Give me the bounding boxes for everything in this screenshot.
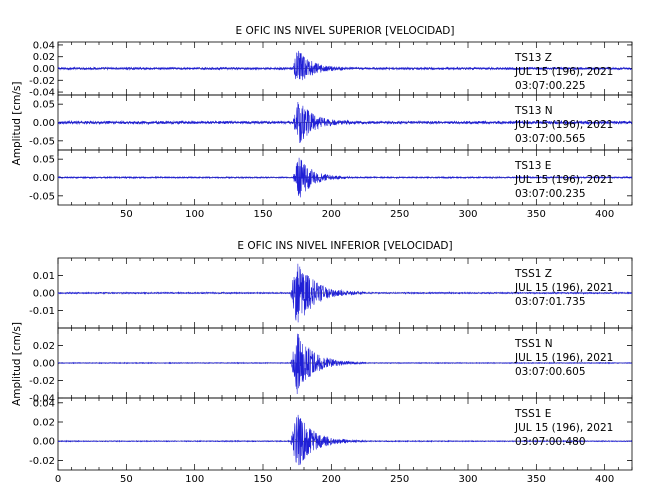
y-tick-label: 0.00 [33, 64, 55, 75]
x-tick-label: 250 [390, 209, 409, 220]
waveform-trace [57, 333, 633, 395]
date-label: JUL 15 (196), 2021 [514, 352, 613, 364]
x-tick-label: 400 [595, 474, 614, 485]
y-tick-label: 0.00 [33, 359, 55, 370]
x-tick-label: 300 [458, 474, 477, 485]
y-tick-label: 0.01 [33, 271, 55, 282]
time-label: 03:07:01.735 [515, 296, 586, 308]
y-tick-label: 0.05 [33, 100, 55, 111]
y-tick-label: 0.02 [33, 341, 55, 352]
y-tick-label: -0.04 [29, 88, 55, 99]
x-tick-label: 200 [322, 209, 341, 220]
x-tick-label: 50 [120, 474, 133, 485]
time-label: 03:07:00.235 [515, 188, 586, 200]
date-label: JUL 15 (196), 2021 [514, 282, 613, 294]
y-tick-label: 0.05 [33, 155, 55, 166]
y-tick-label: -0.02 [29, 76, 55, 87]
panel-tss1-z: 0.01 0.00 -0.01 TSS1 Z JUL 15 (196), 2021 03:… [29, 257, 633, 329]
y-tick-label: 0.02 [33, 52, 55, 63]
panel-tss1-e: 0.04 0.02 0.00 -0.02 TSS1 E JUL 15 (196), 202… [29, 397, 633, 471]
x-tick-label: 0 [55, 474, 61, 485]
y-tick-label: 0.02 [33, 418, 55, 429]
y-tick-label: 0.00 [33, 173, 55, 184]
date-label: JUL 15 (196), 2021 [514, 174, 613, 186]
waveform-trace [57, 157, 633, 198]
chart-title: E OFIC INS NIVEL SUPERIOR [VELOCIDAD] [236, 25, 455, 37]
time-label: 03:07:00.565 [515, 133, 586, 145]
y-tick-label: -0.05 [29, 136, 55, 147]
time-label: 03:07:00.225 [515, 80, 586, 92]
chart-title: E OFIC INS NIVEL INFERIOR [VELOCIDAD] [237, 240, 452, 252]
waveform-trace [57, 414, 633, 466]
y-tick-label: 0.00 [33, 437, 55, 448]
station-component-label: TS13 Z [514, 52, 552, 64]
time-label: 03:07:00.480 [515, 436, 586, 448]
date-label: JUL 15 (196), 2021 [514, 66, 613, 78]
x-tick-label: 150 [253, 209, 272, 220]
y-tick-label: 0.00 [33, 118, 55, 129]
waveform-trace [57, 263, 633, 323]
y-tick-label: 0.04 [33, 40, 55, 51]
waveform-trace [57, 102, 633, 143]
y-tick-label: -0.02 [29, 376, 55, 387]
x-tick-label: 250 [390, 474, 409, 485]
y-tick-label: -0.05 [29, 191, 55, 202]
y-axis-label: Amplitud [cm/s] [11, 322, 23, 406]
date-label: JUL 15 (196), 2021 [514, 422, 613, 434]
x-tick-label: 150 [253, 474, 272, 485]
station-component-label: TSS1 N [514, 338, 553, 350]
x-tick-label: 100 [185, 209, 204, 220]
panel-ts13-e: 0.05 0.00 -0.05 TS13 E JUL 15 (196), 2021 03:… [29, 149, 633, 206]
x-tick-label: 50 [120, 209, 133, 220]
y-tick-label: 0.00 [33, 289, 55, 300]
x-tick-label: 100 [185, 474, 204, 485]
panel-ts13-n: 0.05 0.00 -0.05 TS13 N JUL 15 (196), 2021 03:… [29, 94, 633, 151]
x-tick-label: 350 [527, 209, 546, 220]
y-tick-label: -0.04 [29, 394, 55, 405]
waveform-trace [57, 50, 633, 81]
station-component-label: TS13 E [514, 160, 551, 172]
station-component-label: TS13 N [514, 105, 553, 117]
station-component-label: TSS1 Z [514, 268, 552, 280]
chart-group-2: E OFIC INS NIVEL INFERIOR [VELOCIDAD] Amp… [11, 240, 633, 485]
panel-ts13-z: 0.040.020.00-0.02-0.04 TS13 Z JUL 15 (196)… [29, 40, 633, 99]
y-tick-label: 0.04 [33, 398, 55, 409]
x-tick-label: 300 [458, 209, 477, 220]
y-axis-label: Amplitud [cm/s] [11, 82, 23, 166]
chart-root: E OFIC INS NIVEL SUPERIOR [VELOCIDAD] Amp… [11, 25, 633, 485]
y-tick-label: -0.02 [29, 456, 55, 467]
chart-group-1: E OFIC INS NIVEL SUPERIOR [VELOCIDAD] Amp… [11, 25, 633, 220]
panel-tss1-n: 0.02 0.00 -0.02 -0.04 TSS1 N JUL 15 (196), 20… [29, 327, 633, 405]
y-tick-label: -0.01 [29, 306, 55, 317]
date-label: JUL 15 (196), 2021 [514, 119, 613, 131]
time-label: 03:07:00.605 [515, 366, 586, 378]
station-component-label: TSS1 E [514, 408, 551, 420]
x-tick-label: 350 [527, 474, 546, 485]
x-tick-label: 400 [595, 209, 614, 220]
x-tick-label: 200 [322, 474, 341, 485]
